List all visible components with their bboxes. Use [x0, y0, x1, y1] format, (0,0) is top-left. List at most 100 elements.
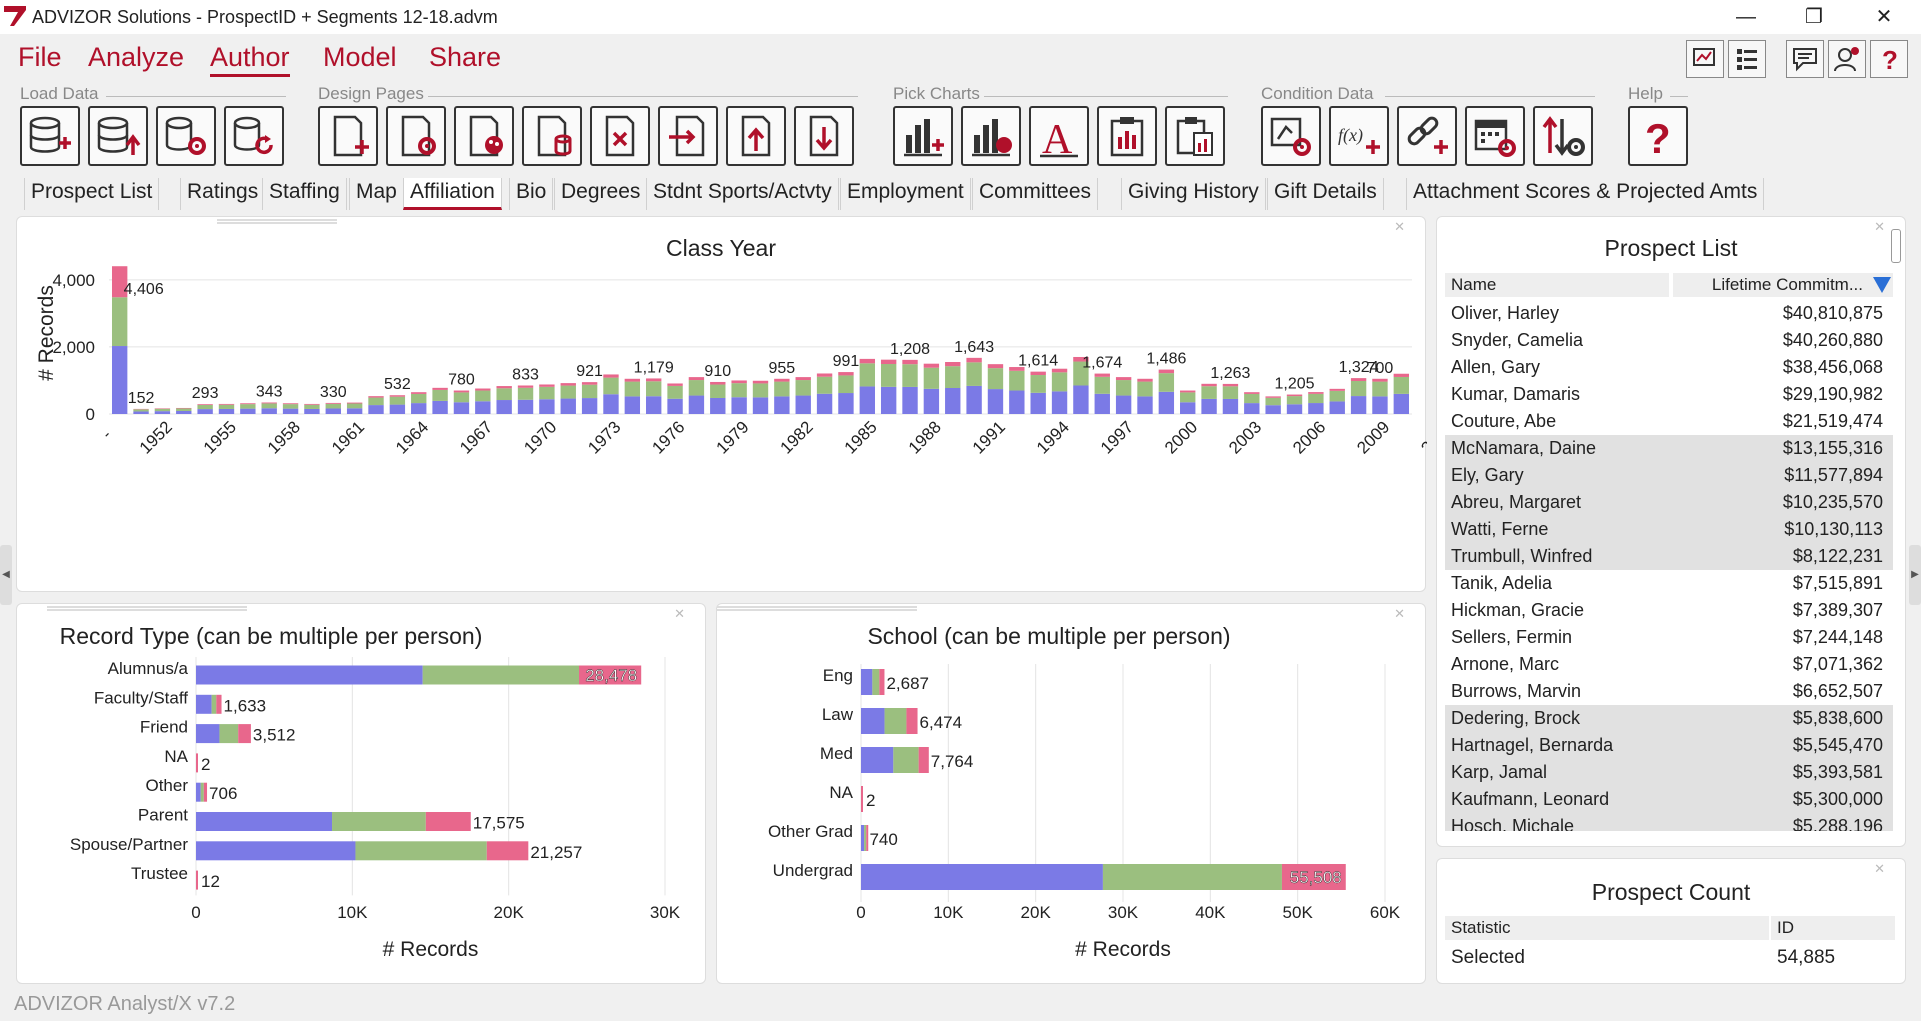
help-top-button[interactable]: ? [1870, 40, 1908, 78]
refresh-data-button[interactable] [224, 106, 284, 166]
list-item[interactable]: Kumar, Damaris $29,190,982 [1445, 381, 1893, 408]
panel-drag-handle[interactable] [217, 219, 337, 224]
panel-drag-handle[interactable] [717, 606, 917, 611]
tab-giving-history[interactable]: Giving History [1121, 178, 1266, 210]
panel-close-icon[interactable]: ✕ [1394, 606, 1405, 621]
list-item[interactable]: Abreu, Margaret $10,235,570 [1445, 489, 1893, 516]
list-item[interactable]: McNamara, Daine $13,155,316 [1445, 435, 1893, 462]
chart-report-button[interactable] [1097, 106, 1157, 166]
panel-drag-handle[interactable] [47, 606, 247, 611]
tab-gift-details[interactable]: Gift Details [1267, 178, 1384, 210]
list-item[interactable]: Sellers, Fermin $7,244,148 [1445, 624, 1893, 651]
tab-map[interactable]: Map [349, 178, 404, 210]
add-bar-chart-button[interactable] [893, 106, 953, 166]
date-settings-button[interactable] [1465, 106, 1525, 166]
sort-descending-icon[interactable] [1873, 277, 1891, 293]
list-item[interactable]: Couture, Abe $21,519,474 [1445, 408, 1893, 435]
list-item[interactable]: Arnone, Marc $7,071,362 [1445, 651, 1893, 678]
menu-file[interactable]: File [18, 42, 62, 72]
column-header-name[interactable]: Name [1445, 273, 1669, 297]
add-formula-button[interactable]: f(x) [1329, 106, 1389, 166]
class-year-bar-segment [325, 402, 341, 404]
list-item[interactable]: Allen, Gary $38,456,068 [1445, 354, 1893, 381]
export-page-button[interactable] [726, 106, 786, 166]
download-page-button[interactable] [794, 106, 854, 166]
class-year-bar-segment [282, 408, 299, 414]
left-panel-toggle[interactable]: ◀ [0, 545, 12, 605]
menu-share[interactable]: Share [429, 42, 502, 72]
list-item[interactable]: Burrows, Marvin $6,652,507 [1445, 678, 1893, 705]
tab-ratings[interactable]: Ratings [180, 178, 266, 210]
list-item[interactable]: Dedering, Brock $5,838,600 [1445, 705, 1893, 732]
class-year-bar-segment [517, 399, 534, 414]
delete-page-button[interactable] [590, 106, 650, 166]
list-item[interactable]: Hickman, Gracie $7,389,307 [1445, 597, 1893, 624]
list-item[interactable]: Karp, Jamal $5,393,581 [1445, 759, 1893, 786]
panel-close-icon[interactable]: ✕ [1874, 861, 1885, 876]
add-text-button[interactable]: A [1029, 106, 1089, 166]
sort-settings-button[interactable] [1533, 106, 1593, 166]
page-style-button[interactable] [454, 106, 514, 166]
panel-close-icon[interactable]: ✕ [1874, 219, 1885, 234]
list-item[interactable]: Tanik, Adelia $7,515,891 [1445, 570, 1893, 597]
class-year-title: Class Year [666, 235, 776, 261]
class-year-bar-segment [346, 403, 363, 409]
list-item[interactable]: Hosch, Michale $5,288,196 [1445, 813, 1893, 831]
school-chart[interactable]: 0 10K 20K 30K 40K 50K 60K # Records Eng 2,687 Law 6… [717, 604, 1427, 985]
presentation-mode-button[interactable] [1686, 40, 1724, 78]
record-type-chart[interactable]: 0 10K 20K 30K # Records Alumnus/a 28,478 Facult… [17, 604, 707, 985]
menu-author[interactable]: Author [210, 42, 290, 77]
menu-model[interactable]: Model [323, 42, 397, 72]
import-page-button[interactable] [658, 106, 718, 166]
tab-bio[interactable]: Bio [509, 178, 554, 210]
new-data-source-button[interactable] [20, 106, 80, 166]
class-year-bar-segment [282, 404, 299, 409]
bar-data-label: 293 [192, 385, 219, 402]
page-settings-button[interactable] [386, 106, 446, 166]
list-scrollbar-thumb[interactable] [1891, 229, 1901, 263]
new-page-button[interactable] [318, 106, 378, 166]
help-button[interactable]: ? [1628, 106, 1688, 166]
tab-attachment-scores[interactable]: Attachment Scores & Projected Amts [1406, 178, 1765, 210]
comment-button[interactable] [1786, 40, 1824, 78]
minimize-button[interactable]: — [1736, 6, 1756, 28]
menu-analyze[interactable]: Analyze [88, 42, 185, 72]
restore-button[interactable]: ❐ [1805, 6, 1823, 28]
list-view-button[interactable] [1728, 40, 1766, 78]
data-filter-settings-button[interactable] [1261, 106, 1321, 166]
chart-style-button[interactable] [961, 106, 1021, 166]
list-item[interactable]: Trumbull, Winfred $8,122,231 [1445, 543, 1893, 570]
right-panel-toggle[interactable]: ▶ [1909, 545, 1921, 605]
data-settings-button[interactable] [156, 106, 216, 166]
paste-chart-button[interactable] [1165, 106, 1225, 166]
list-item[interactable]: Oliver, Harley $40,810,875 [1445, 300, 1893, 327]
bar-data-label: 1,633 [224, 696, 267, 715]
page-data-button[interactable] [522, 106, 582, 166]
class-year-bar-segment [1265, 397, 1281, 406]
panel-close-icon[interactable]: ✕ [674, 606, 685, 621]
tab-prospect-list[interactable]: Prospect List [24, 178, 160, 210]
class-year-chart[interactable]: 0 2,000 4,000# Records 4,406 152 293 343 330 532… [17, 217, 1427, 593]
list-item[interactable]: Ely, Gary $11,577,894 [1445, 462, 1893, 489]
list-item[interactable]: Watti, Ferne $10,130,113 [1445, 516, 1893, 543]
tab-employment[interactable]: Employment [840, 178, 971, 210]
close-button[interactable]: ✕ [1875, 6, 1893, 28]
tab-committees[interactable]: Committees [972, 178, 1099, 210]
user-account-button[interactable] [1828, 40, 1866, 78]
tab-degrees[interactable]: Degrees [554, 178, 648, 210]
tab-affiliation[interactable]: Affiliation [403, 178, 502, 210]
panel-close-icon[interactable]: ✕ [1394, 219, 1405, 234]
class-year-bar-segment [304, 408, 320, 414]
prospect-name: Hickman, Gracie [1451, 600, 1585, 620]
class-year-bar-segment [880, 359, 897, 365]
list-item[interactable]: Kaufmann, Leonard $5,300,000 [1445, 786, 1893, 813]
load-data-button[interactable] [88, 106, 148, 166]
tab-staffing[interactable]: Staffing [262, 178, 347, 210]
column-header-lifetime-commitment[interactable]: Lifetime Commitm... [1673, 273, 1893, 297]
tab-stdnt-sports[interactable]: Stdnt Sports/Actvty [646, 178, 839, 210]
list-item[interactable]: Snyder, Camelia $40,260,880 [1445, 327, 1893, 354]
class-year-bar-segment [1094, 393, 1110, 414]
add-link-button[interactable] [1397, 106, 1457, 166]
x-tick-label: 0 [191, 903, 200, 922]
list-item[interactable]: Hartnagel, Bernarda $5,545,470 [1445, 732, 1893, 759]
